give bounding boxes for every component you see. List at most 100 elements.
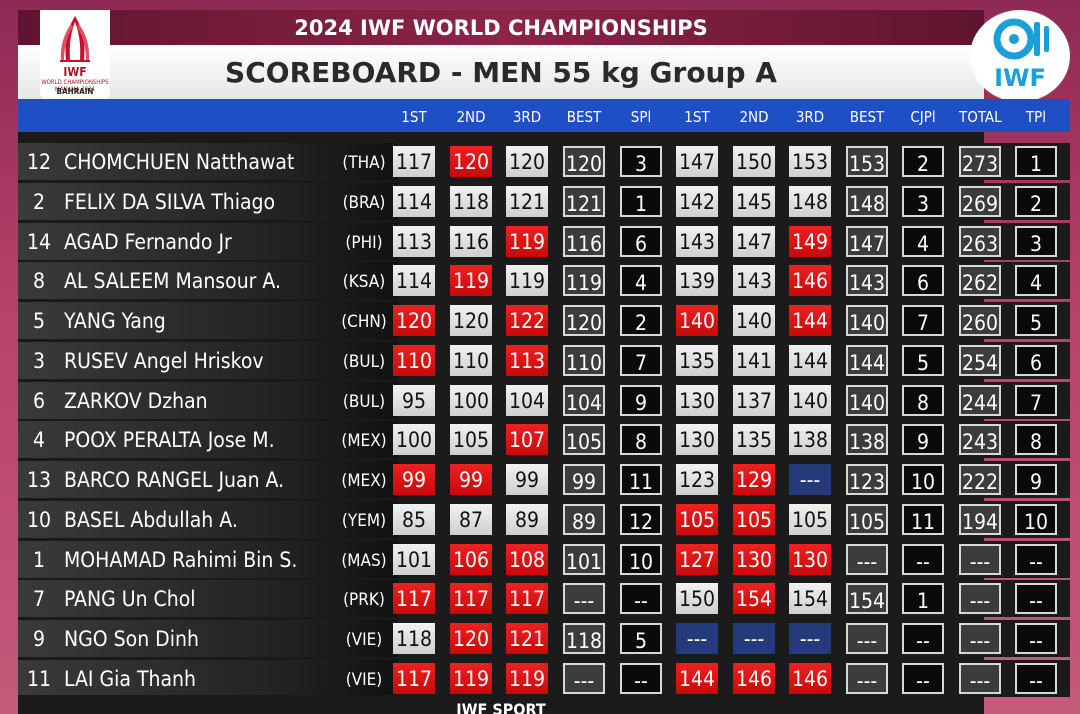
snatch-attempt: 117 bbox=[393, 583, 435, 615]
athlete-row: 11 LAI Gia Thanh (VIE) 117 119 119 --- -- 144 146… bbox=[18, 659, 1070, 697]
column-header-bar: 1ST 2ND 3RD BEST SPl 1ST 2ND 3RD BEST CJPl TOTAL TP… bbox=[18, 99, 1070, 132]
snatch-place: -- bbox=[620, 662, 662, 694]
nation-code: (MEX) bbox=[341, 431, 387, 452]
lot-number: 11 bbox=[26, 666, 52, 691]
athlete-row: 12 CHOMCHUEN Natthawat (THA) 117 120 120 120 3 1… bbox=[18, 143, 1070, 180]
athlete-row: 7 PANG Un Chol (PRK) 117 117 117 --- -- 150 154 15… bbox=[18, 580, 1070, 618]
cj-attempt: 145 bbox=[733, 185, 775, 217]
cj-place: -- bbox=[902, 662, 944, 694]
column-header-snatch-1st: 1ST bbox=[401, 108, 427, 126]
cj-place: -- bbox=[902, 543, 944, 575]
cj-best: 153 bbox=[846, 146, 888, 177]
snatch-attempt: 120 bbox=[450, 146, 492, 177]
total-place: 1 bbox=[1015, 146, 1057, 177]
athlete-row: 2 FELIX DA SILVA Thiago (BRA) 114 118 121 121 1… bbox=[18, 182, 1070, 220]
cj-place: 6 bbox=[902, 265, 944, 297]
snatch-attempt: 110 bbox=[393, 344, 435, 376]
cj-attempt: 146 bbox=[789, 265, 831, 297]
total: --- bbox=[959, 543, 1001, 575]
snatch-best: --- bbox=[563, 662, 605, 694]
athlete-row: 8 AL SALEEM Mansour A. (KSA) 114 119 119 119 4 1… bbox=[18, 262, 1070, 300]
snatch-attempt: 95 bbox=[393, 384, 435, 416]
cj-attempt: 147 bbox=[733, 225, 775, 257]
athlete-name: ZARKOV Dzhan bbox=[64, 388, 208, 413]
cj-best: 147 bbox=[846, 225, 888, 257]
total-place: 2 bbox=[1015, 185, 1057, 217]
cj-attempt: 149 bbox=[789, 225, 831, 257]
cj-attempt: 129 bbox=[733, 464, 775, 495]
nation-code: (CHN) bbox=[341, 312, 387, 332]
cj-attempt: 105 bbox=[676, 503, 718, 535]
row-name-background bbox=[18, 540, 398, 578]
cj-attempt: 140 bbox=[676, 305, 718, 336]
total-place: 9 bbox=[1015, 464, 1057, 495]
nation-code: (BRA) bbox=[342, 192, 386, 213]
cj-place: 9 bbox=[902, 424, 944, 456]
snatch-place: 3 bbox=[620, 146, 662, 177]
snatch-attempt: 121 bbox=[506, 623, 548, 654]
cj-best: 105 bbox=[846, 503, 888, 535]
snatch-place: 4 bbox=[620, 265, 662, 297]
total: 262 bbox=[959, 265, 1001, 297]
lot-number: 10 bbox=[26, 507, 52, 532]
snatch-attempt: 119 bbox=[506, 265, 548, 297]
snatch-attempt: 108 bbox=[506, 543, 548, 575]
footer-brand: IWF SPORT bbox=[18, 695, 984, 714]
column-header-cj-place: CJPl bbox=[910, 108, 936, 126]
cj-place: 5 bbox=[902, 344, 944, 376]
logo-mark: IWF bbox=[63, 65, 87, 79]
snatch-attempt: 116 bbox=[450, 225, 492, 257]
snatch-attempt: 106 bbox=[450, 543, 492, 575]
cj-best: --- bbox=[846, 623, 888, 654]
athlete-name: CHOMCHUEN Natthawat bbox=[64, 150, 295, 174]
cj-attempt: 135 bbox=[676, 344, 718, 376]
row-name-background bbox=[18, 580, 398, 618]
snatch-attempt: 119 bbox=[450, 265, 492, 297]
snatch-best: 121 bbox=[563, 185, 605, 217]
row-name-background bbox=[18, 421, 398, 459]
column-header-cj-best: BEST bbox=[849, 108, 885, 126]
row-name-background bbox=[18, 659, 398, 697]
snatch-attempt: 119 bbox=[506, 225, 548, 257]
snatch-place: 2 bbox=[620, 305, 662, 336]
total-place: -- bbox=[1015, 662, 1057, 694]
total: 243 bbox=[959, 424, 1001, 456]
cj-attempt: 140 bbox=[789, 384, 831, 416]
athlete-row: 4 POOX PERALTA Jose M. (MEX) 100 105 107 105 8 1… bbox=[18, 421, 1070, 459]
column-header-cj-1st: 1ST bbox=[684, 108, 710, 126]
snatch-attempt: 119 bbox=[506, 662, 548, 694]
cj-attempt: 147 bbox=[676, 146, 718, 177]
championship-logo: IWF WORLD CHAMPIONSHIPS MANAMA 2024 BAHR… bbox=[40, 10, 110, 100]
snatch-attempt: 121 bbox=[506, 185, 548, 217]
total: --- bbox=[959, 623, 1001, 654]
athlete-row: 14 AGAD Fernando Jr (PHI) 113 116 119 116 6 143 1… bbox=[18, 222, 1070, 260]
cj-attempt: --- bbox=[789, 623, 831, 654]
cj-attempt: --- bbox=[789, 464, 831, 495]
session-title: SCOREBOARD - MEN 55 kg Group A bbox=[18, 45, 984, 99]
snatch-attempt: 100 bbox=[450, 384, 492, 416]
row-name-background bbox=[18, 182, 398, 220]
cj-place: -- bbox=[902, 623, 944, 654]
cj-attempt: --- bbox=[733, 623, 775, 654]
row-name-background bbox=[18, 262, 398, 300]
row-name-background bbox=[18, 620, 398, 657]
total: 194 bbox=[959, 503, 1001, 535]
nation-code: (THA) bbox=[342, 153, 386, 173]
snatch-attempt: 99 bbox=[393, 464, 435, 495]
athlete-name: PANG Un Chol bbox=[64, 587, 196, 612]
logo-subtitle: WORLD CHAMPIONSHIPS MANAMA 2024 bbox=[41, 79, 109, 93]
lot-number: 5 bbox=[32, 309, 46, 333]
athlete-name: POOX PERALTA Jose M. bbox=[64, 428, 275, 453]
lot-number: 14 bbox=[26, 229, 52, 254]
total: 273 bbox=[959, 146, 1001, 177]
snatch-best: 119 bbox=[563, 265, 605, 297]
cj-attempt: 130 bbox=[676, 384, 718, 416]
column-header-snatch-2nd: 2ND bbox=[456, 108, 486, 126]
cj-attempt: 153 bbox=[789, 146, 831, 177]
snatch-best: 104 bbox=[563, 384, 605, 416]
snatch-attempt: 114 bbox=[393, 265, 435, 297]
total-place: 10 bbox=[1015, 503, 1057, 535]
snatch-place: 6 bbox=[620, 225, 662, 257]
cj-attempt: 139 bbox=[676, 265, 718, 297]
row-name-background bbox=[18, 341, 398, 379]
